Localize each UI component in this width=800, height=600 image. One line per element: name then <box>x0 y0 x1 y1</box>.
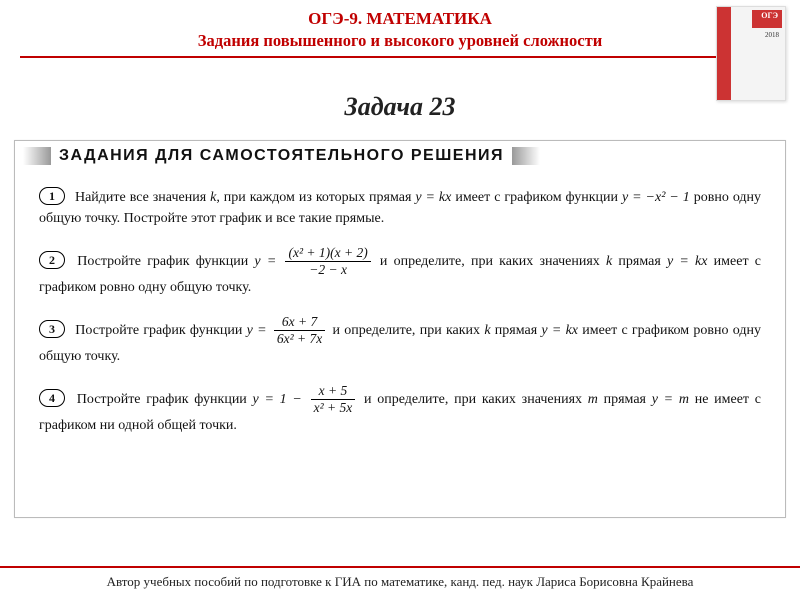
problem-number-badge: 3 <box>39 320 65 338</box>
problem-text: , при каждом из которых прямая <box>216 190 415 205</box>
problem-text: прямая <box>598 392 652 407</box>
header-title: ОГЭ-9. МАТЕМАТИКА <box>20 8 780 30</box>
footer-text: Автор учебных пособий по подготовке к ГИ… <box>0 574 800 590</box>
problem-number-badge: 2 <box>39 251 65 269</box>
section-header: ЗАДАНИЯ ДЛЯ САМОСТОЯТЕЛЬНОГО РЕШЕНИЯ <box>15 141 785 169</box>
math-fraction: (x² + 1)(x + 2)−2 − x <box>285 246 370 277</box>
problem-item: 3 Постройте график функции y = 6x + 76x²… <box>39 315 761 368</box>
problem-text: и определите, при каких зна­чениях <box>374 254 606 269</box>
math-var: m <box>588 392 598 407</box>
math-eq: y = m <box>652 392 689 407</box>
problem-text: пря­мая <box>491 323 542 338</box>
math-eq: y = −x² − 1 <box>622 190 690 205</box>
problem-item: 1 Найдите все значения k, при каждом из … <box>39 187 761 230</box>
math-eq: y = kx <box>667 254 708 269</box>
header-divider <box>20 56 780 58</box>
problem-item: 2 Постройте график функции y = (x² + 1)(… <box>39 246 761 299</box>
gradient-bar-right <box>512 147 540 165</box>
math-fraction: x + 5x² + 5x <box>311 384 356 415</box>
header-subtitle: Задания повышенного и высокого уровней с… <box>20 30 780 51</box>
fraction-numerator: (x² + 1)(x + 2) <box>285 246 370 262</box>
math-fraction: 6x + 76x² + 7x <box>274 315 325 346</box>
problem-number-badge: 4 <box>39 389 65 407</box>
problem-text: и определите, при каких значе­ниях <box>358 392 588 407</box>
book-cover-thumbnail: 2018 <box>716 6 786 101</box>
problem-text: Постройте график функции <box>75 323 246 338</box>
section-title: ЗАДАНИЯ ДЛЯ САМОСТОЯТЕЛЬНОГО РЕШЕНИЯ <box>59 147 504 165</box>
gradient-bar-left <box>23 147 51 165</box>
fraction-denominator: −2 − x <box>285 262 370 277</box>
problem-text: Найдите все значения <box>75 190 210 205</box>
fraction-denominator: 6x² + 7x <box>274 331 325 346</box>
math-lhs: y = <box>247 323 271 338</box>
problem-text: Постройте график функции <box>77 254 254 269</box>
math-eq: y = kx <box>415 190 451 205</box>
problems-list: 1 Найдите все значения k, при каждом из … <box>15 169 785 463</box>
math-lhs: y = 1 − <box>253 392 308 407</box>
problem-text: и определите, при каких <box>328 323 484 338</box>
problem-number-badge: 1 <box>39 187 65 205</box>
math-eq: y = kx <box>541 323 578 338</box>
problem-heading: Задача 23 <box>0 92 800 122</box>
problem-text: прямая <box>612 254 667 269</box>
page-header: ОГЭ-9. МАТЕМАТИКА Задания повышенного и … <box>0 0 800 64</box>
footer-divider <box>0 566 800 568</box>
page-footer: Автор учебных пособий по подготовке к ГИ… <box>0 558 800 600</box>
fraction-numerator: x + 5 <box>311 384 356 400</box>
problem-text: имеет с гра­фиком функции <box>451 190 622 205</box>
problem-item: 4 Постройте график функции y = 1 − x + 5… <box>39 384 761 437</box>
fraction-numerator: 6x + 7 <box>274 315 325 331</box>
math-lhs: y = <box>254 254 282 269</box>
content-frame: ЗАДАНИЯ ДЛЯ САМОСТОЯТЕЛЬНОГО РЕШЕНИЯ 1 Н… <box>14 140 786 518</box>
book-spine-stripe <box>717 7 731 100</box>
problem-text: Постройте график функции <box>77 392 253 407</box>
fraction-denominator: x² + 5x <box>311 400 356 415</box>
book-year: 2018 <box>765 31 779 39</box>
